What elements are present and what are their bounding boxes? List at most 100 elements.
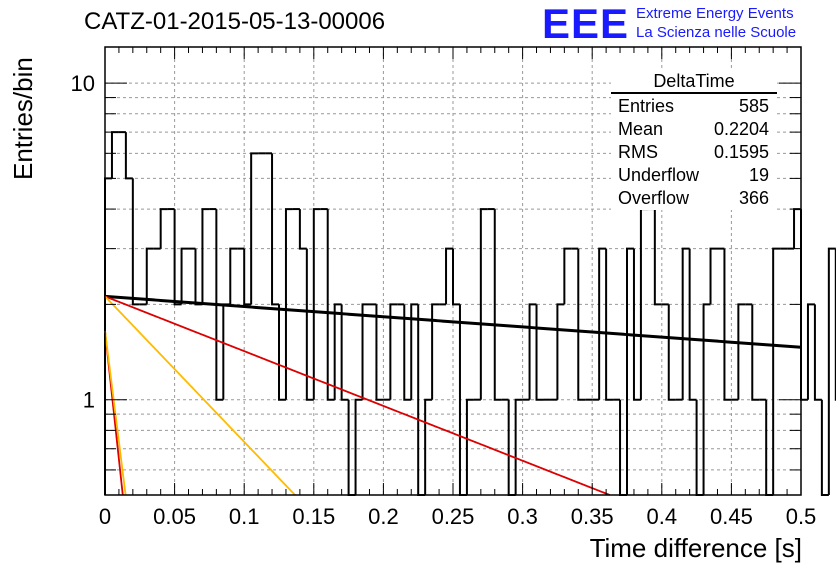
histogram-bin — [389, 303, 398, 400]
stats-value: 366 — [738, 188, 769, 208]
stats-label: Entries — [618, 96, 675, 116]
stats-value: 19 — [748, 165, 769, 185]
x-tick-label: 0.25 — [432, 504, 475, 529]
histogram-bin — [312, 208, 321, 400]
histogram-bin — [535, 304, 544, 401]
histogram-bin — [110, 131, 119, 179]
histogram-bin — [813, 304, 822, 401]
histogram-bin — [410, 303, 419, 400]
x-tick-label: 0.2 — [368, 504, 399, 529]
x-tick-label: 0.05 — [153, 504, 196, 529]
histogram-bin — [271, 153, 279, 306]
histogram-bin — [229, 247, 238, 305]
histogram-bin — [626, 247, 634, 495]
histogram-bin — [772, 247, 781, 495]
x-tick-label: 0.45 — [710, 504, 753, 529]
stats-row-entries: Entries 585 — [611, 95, 777, 118]
x-tick-label: 0.5 — [786, 504, 817, 529]
histogram-bin — [250, 152, 259, 305]
histogram-bin — [375, 304, 384, 401]
stats-box: DeltaTime Entries 585 Mean 0.2204 RMS 0.… — [611, 70, 777, 210]
histogram-bin — [632, 248, 641, 401]
histogram-bin — [667, 304, 676, 401]
histogram-bin — [793, 208, 801, 249]
fit-curve-black — [104, 294, 802, 349]
histogram-bin — [403, 304, 412, 401]
histogram-bin — [340, 304, 349, 401]
eee-logo: EEE — [542, 0, 630, 47]
tick-labels: 0 0.05 0.1 0.15 0.2 0.25 0.3 0.35 0.4 0.45 0.5 1 10 — [71, 71, 817, 529]
histogram-bin — [514, 398, 523, 495]
stats-value: 585 — [738, 96, 769, 116]
histogram-bin — [243, 248, 252, 306]
y-tick-label: 10 — [71, 71, 95, 96]
stats-row-underflow: Underflow 19 — [611, 164, 777, 187]
stats-value: 0.2204 — [713, 119, 769, 139]
histogram-bin — [556, 303, 565, 400]
histogram-bin — [145, 247, 154, 305]
histogram-bin — [431, 303, 440, 400]
histogram-bin — [215, 209, 224, 401]
histogram-bin — [124, 132, 133, 180]
histogram-bin — [598, 247, 607, 400]
histogram-bin — [709, 247, 718, 305]
fit-curve-orange — [104, 295, 296, 496]
histogram-bin — [751, 304, 760, 401]
histogram-bin — [577, 248, 586, 401]
logo-caption-line1: Extreme Energy Events — [636, 5, 794, 22]
logo-caption: Extreme Energy Events La Scienza nelle S… — [636, 4, 796, 42]
histogram-bin — [305, 248, 314, 401]
histogram-bin — [333, 303, 342, 400]
histogram-bin — [800, 209, 808, 401]
histogram-bin — [820, 399, 829, 496]
histogram-bin — [298, 209, 307, 250]
histogram-bin — [194, 248, 203, 306]
histogram-bin — [173, 209, 182, 306]
stats-row-rms: RMS 0.1595 — [611, 141, 777, 164]
stats-label: Mean — [618, 119, 664, 139]
histogram-bin — [159, 208, 168, 249]
histogram-bin — [563, 247, 572, 305]
histogram-bin — [528, 303, 537, 400]
histogram-bin — [131, 178, 140, 306]
histogram-bin — [222, 303, 231, 400]
histogram-bin — [605, 248, 614, 401]
histogram-bin — [688, 248, 697, 401]
histogram-bin — [278, 304, 286, 401]
histogram-bin — [702, 303, 711, 495]
chart-title: CATZ-01-2015-05-13-00006 — [84, 8, 386, 35]
x-tick-label: 0.4 — [647, 504, 678, 529]
logo-caption-line2: La Scienza nelle Scuole — [636, 24, 797, 41]
histogram-bin — [681, 247, 690, 400]
x-tick-label: 0.3 — [507, 504, 538, 529]
histogram-bin — [354, 398, 363, 495]
histogram-bin — [180, 247, 189, 305]
histogram-bin — [326, 209, 335, 401]
fit-curve-red — [104, 295, 611, 496]
x-tick-label: 0.15 — [292, 504, 335, 529]
histogram-bin — [737, 303, 746, 400]
stats-row-mean: Mean 0.2204 — [611, 118, 777, 141]
histogram-bin — [827, 247, 836, 495]
histogram-bin — [424, 398, 433, 495]
x-tick-label: 0 — [99, 504, 111, 529]
fit-curves — [104, 294, 802, 496]
axes — [104, 46, 802, 496]
y-axis-label: Entries/bin — [8, 57, 38, 180]
histogram-bin — [465, 398, 474, 495]
histogram-bin — [493, 209, 502, 401]
stats-label: RMS — [618, 142, 658, 162]
stats-title: DeltaTime — [611, 70, 777, 94]
histogram-bin — [723, 248, 732, 401]
histogram-bin — [806, 303, 815, 400]
x-tick-label: 0.35 — [571, 504, 614, 529]
histogram-bin — [445, 247, 453, 305]
histogram-bin — [452, 248, 460, 306]
histogram-bin — [284, 208, 293, 400]
stats-label: Overflow — [618, 188, 690, 208]
histogram-bin — [479, 208, 488, 400]
x-axis-label: Time difference [s] — [589, 533, 802, 563]
stats-row-overflow: Overflow 366 — [611, 187, 777, 210]
histogram-bin — [201, 208, 210, 305]
